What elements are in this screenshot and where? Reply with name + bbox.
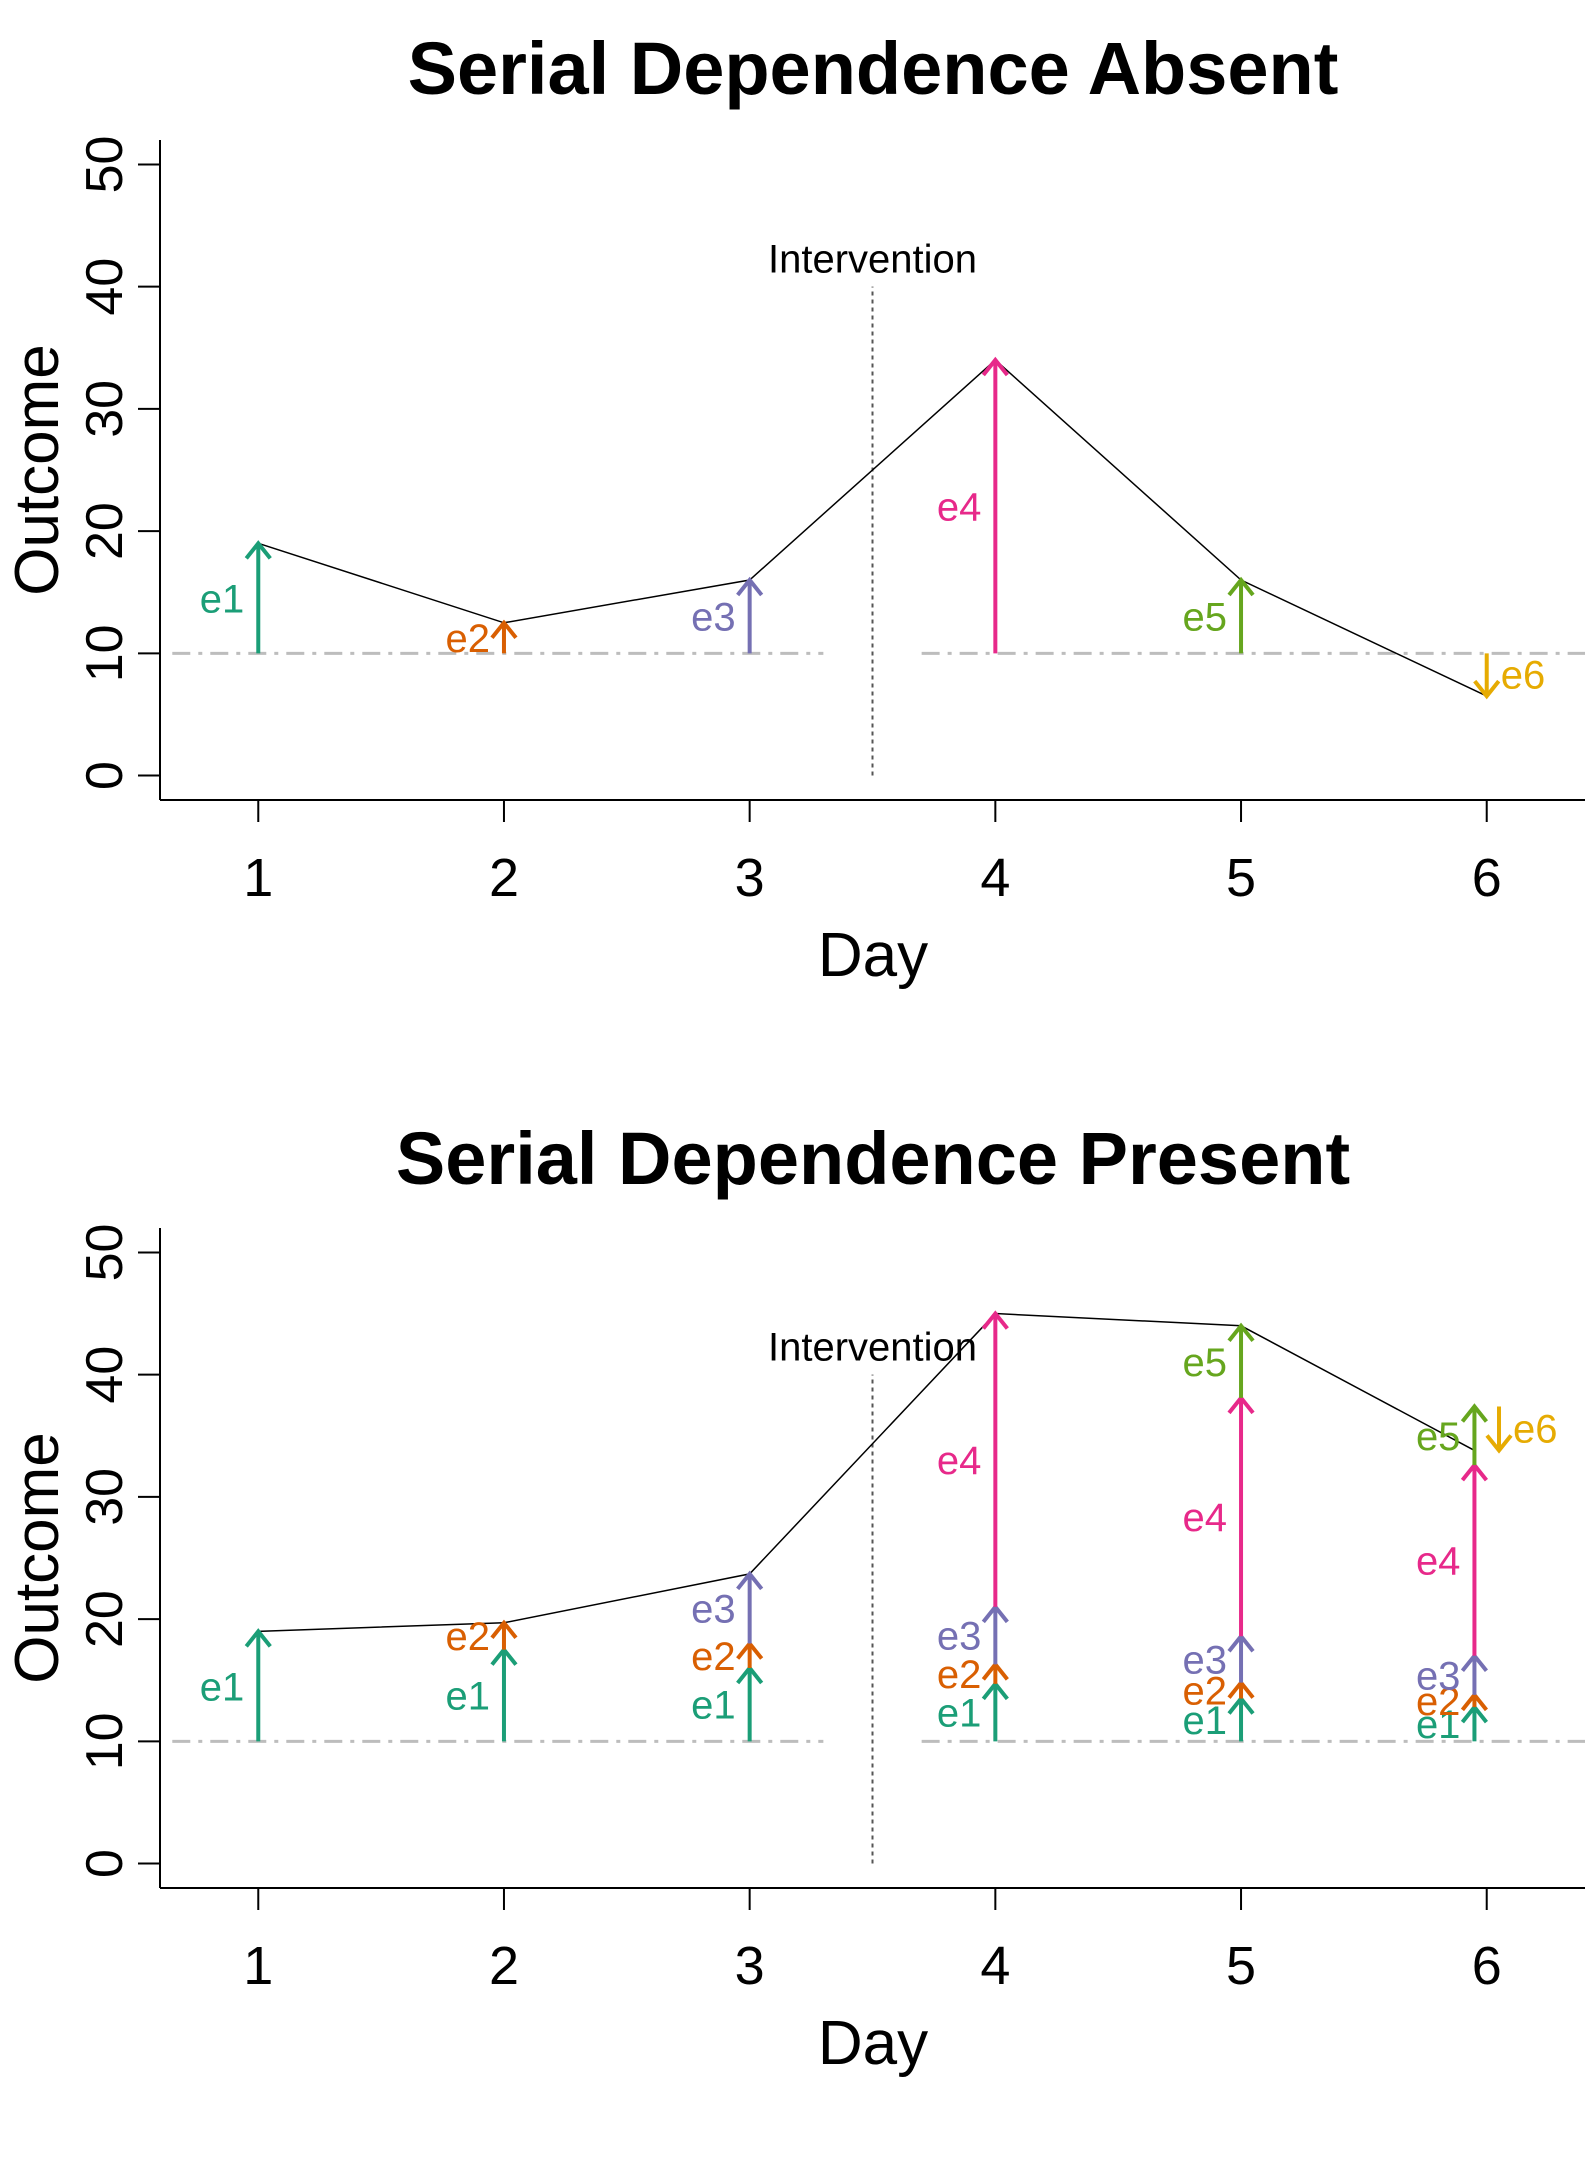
error-arrow-head (244, 540, 272, 560)
x-tick-label: 4 (980, 848, 1010, 908)
error-arrow-label: e1 (937, 1692, 982, 1736)
error-arrow-label: e6 (1513, 1407, 1558, 1451)
y-tick-label: 40 (76, 1346, 134, 1404)
error-arrow-label: e4 (1183, 1496, 1228, 1540)
error-arrow-head (1227, 1322, 1255, 1343)
y-tick-label: 50 (76, 1224, 134, 1282)
x-tick-label: 3 (735, 848, 765, 908)
chart-title: Serial Dependence Present (396, 1117, 1350, 1200)
error-arrow-label: e3 (691, 596, 736, 640)
error-arrow-label: e6 (1501, 654, 1546, 698)
y-axis-label: Outcome (3, 1432, 72, 1684)
y-tick-label: 0 (76, 1849, 134, 1878)
x-tick-label: 5 (1226, 1936, 1256, 1996)
error-arrow-label: e1 (200, 1665, 245, 1709)
error-arrow-label: e3 (1183, 1638, 1228, 1682)
error-arrow-label: e2 (445, 1615, 490, 1659)
x-tick-label: 1 (243, 848, 273, 908)
y-tick-label: 20 (76, 1590, 134, 1648)
error-arrow-head (981, 1310, 1009, 1330)
error-arrow-label: e3 (937, 1615, 982, 1659)
y-tick-label: 10 (76, 624, 134, 682)
error-arrow-label: e2 (1416, 1680, 1461, 1724)
error-arrow-head (981, 356, 1009, 377)
y-tick-label: 10 (76, 1712, 134, 1770)
x-axis-label: Day (818, 2009, 928, 2078)
error-arrow-head (490, 1619, 518, 1640)
outcome-line (258, 358, 1488, 697)
error-arrow-label: e5 (1183, 1341, 1228, 1385)
error-arrow-head (490, 619, 518, 640)
error-arrow-head (244, 1628, 272, 1648)
error-arrow-head (736, 576, 764, 597)
error-arrow-label: e4 (1416, 1539, 1461, 1583)
error-arrow-label: e3 (691, 1588, 736, 1632)
error-arrow-head (1227, 576, 1255, 597)
error-arrow-head (736, 1570, 764, 1591)
y-tick-label: 40 (76, 258, 134, 316)
error-arrow-label: e2 (1183, 1670, 1228, 1714)
panel-serial-dependence-present: Serial Dependence Present 0 10 20 30 40 50 1 2 3 4… (3, 1117, 1585, 2078)
error-arrow-label: e1 (1416, 1703, 1461, 1747)
intervention-label: Intervention (768, 238, 977, 282)
x-tick-label: 1 (243, 1936, 273, 1996)
x-axis-label: Day (818, 921, 928, 990)
y-tick-label: 20 (76, 502, 134, 560)
error-arrow-label: e2 (445, 617, 490, 661)
error-arrow-label: e5 (1416, 1415, 1461, 1459)
outcome-line (258, 1312, 1475, 1633)
panel-serial-dependence-absent: Serial Dependence Absent 0 10 20 30 40 50 1 2 3 4 5… (3, 27, 1585, 990)
chart-title: Serial Dependence Absent (408, 27, 1339, 110)
x-tick-label: 2 (489, 1936, 519, 1996)
y-tick-label: 50 (76, 136, 134, 194)
x-tick-label: 2 (489, 848, 519, 908)
x-tick-label: 5 (1226, 848, 1256, 908)
intervention-label: Intervention (768, 1326, 977, 1370)
error-arrow-head (1460, 1403, 1489, 1423)
error-arrow-label: e1 (691, 1684, 736, 1728)
y-tick-label: 30 (76, 1468, 134, 1526)
y-tick-label: 30 (76, 380, 134, 438)
error-arrow-label: e4 (937, 1439, 982, 1483)
error-arrow-label: e4 (937, 486, 982, 530)
error-arrow-label: e2 (937, 1653, 982, 1697)
y-tick-label: 0 (76, 761, 134, 790)
error-arrow-label: e1 (1183, 1699, 1228, 1743)
error-arrow-head (1485, 1434, 1513, 1454)
error-arrow-label: e3 (1416, 1654, 1461, 1698)
x-tick-label: 6 (1472, 848, 1502, 908)
error-arrow-label: e5 (1183, 596, 1228, 640)
error-arrow-label: e1 (200, 577, 245, 621)
x-tick-label: 6 (1472, 1936, 1502, 1996)
x-tick-label: 3 (735, 1936, 765, 1996)
error-arrow-label: e2 (691, 1635, 736, 1679)
error-arrow-head (1473, 679, 1501, 700)
x-tick-label: 4 (980, 1936, 1010, 1996)
error-arrow-label: e1 (445, 1675, 490, 1719)
y-axis-label: Outcome (3, 344, 72, 596)
